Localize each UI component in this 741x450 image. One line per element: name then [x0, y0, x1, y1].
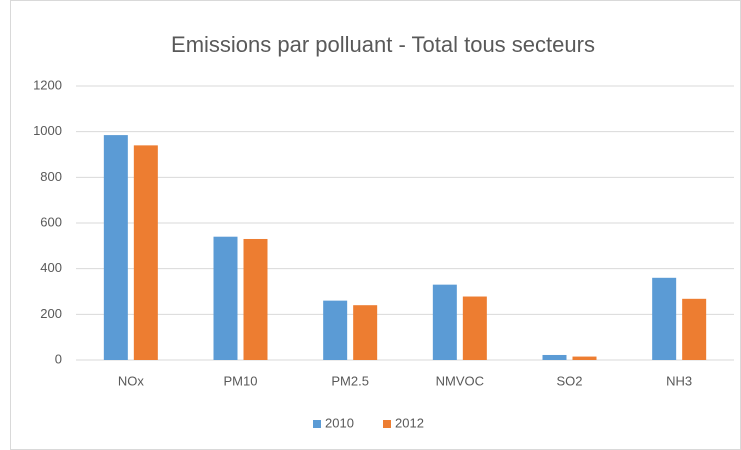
chart-frame: [10, 0, 741, 450]
legend-label: 2012: [395, 415, 424, 430]
y-tick-label: 600: [40, 214, 62, 229]
bar: [323, 300, 348, 360]
bar: [572, 356, 597, 360]
chart-title: Emissions par polluant - Total tous sect…: [171, 32, 595, 57]
x-tick-label: NOx: [118, 373, 145, 388]
bar: [213, 236, 238, 360]
y-tick-label: 400: [40, 260, 62, 275]
bar: [652, 277, 677, 360]
x-tick-label: SO2: [556, 373, 582, 388]
legend-swatch: [383, 420, 391, 428]
y-tick-label: 0: [55, 351, 62, 366]
x-tick-label: NH3: [666, 373, 692, 388]
y-tick-label: 1000: [33, 123, 62, 138]
bar: [133, 145, 158, 360]
legend-label: 2010: [325, 415, 354, 430]
bar: [462, 296, 487, 360]
bar: [103, 135, 128, 360]
bar: [243, 238, 268, 360]
x-tick-label: NMVOC: [436, 373, 484, 388]
x-tick-label: PM2.5: [331, 373, 369, 388]
bar: [432, 284, 457, 360]
y-tick-label: 800: [40, 169, 62, 184]
bar: [353, 305, 378, 360]
y-tick-label: 200: [40, 306, 62, 321]
bar: [682, 298, 707, 360]
x-tick-label: PM10: [224, 373, 258, 388]
bar: [542, 354, 567, 360]
legend-swatch: [313, 420, 321, 428]
y-tick-label: 1200: [33, 77, 62, 92]
